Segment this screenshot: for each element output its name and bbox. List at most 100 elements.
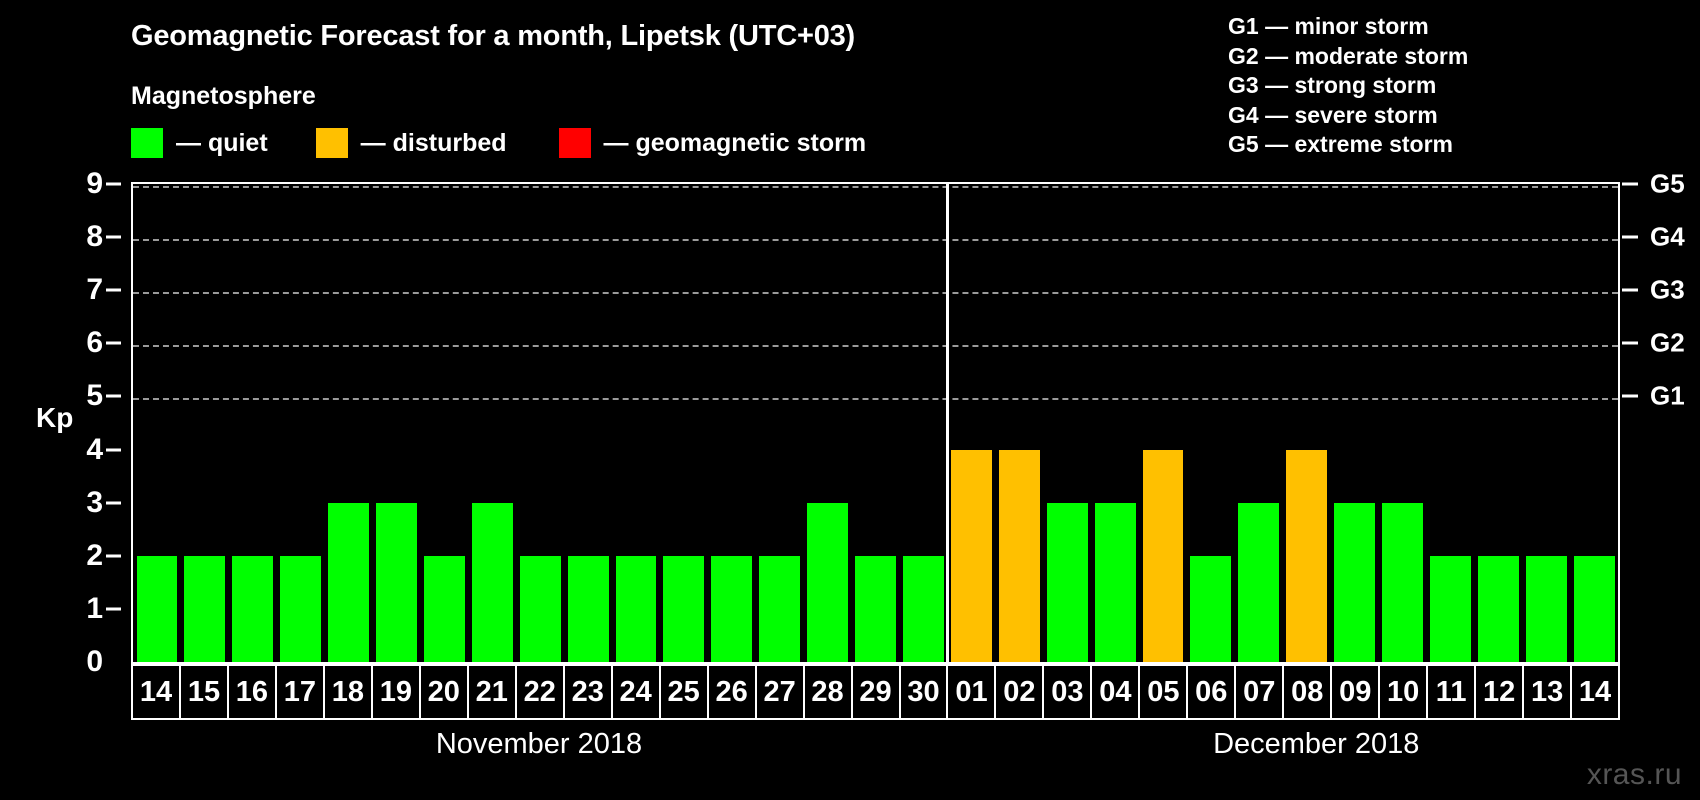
bar-series bbox=[133, 184, 1618, 662]
bar-cell[interactable] bbox=[708, 184, 756, 662]
bar-cell[interactable] bbox=[1570, 184, 1618, 662]
bar-cell[interactable] bbox=[1379, 184, 1427, 662]
legend-swatch-storm bbox=[558, 128, 591, 158]
bar-15[interactable] bbox=[184, 555, 226, 662]
legend-item-quiet: — quiet bbox=[131, 128, 268, 158]
day-label-27: 27 bbox=[754, 664, 805, 720]
bar-10[interactable] bbox=[1382, 502, 1423, 662]
bar-16[interactable] bbox=[232, 555, 274, 662]
bar-18[interactable] bbox=[328, 502, 370, 662]
bar-cell[interactable] bbox=[1522, 184, 1570, 662]
bar-29[interactable] bbox=[855, 555, 896, 662]
month-divider-line bbox=[946, 184, 950, 662]
bar-05[interactable] bbox=[1142, 449, 1184, 662]
day-label-23: 23 bbox=[562, 664, 613, 720]
bar-09[interactable] bbox=[1334, 502, 1376, 662]
y-tick-label-4: 4 bbox=[86, 432, 103, 466]
day-label-30: 30 bbox=[898, 664, 949, 720]
bar-cell[interactable] bbox=[804, 184, 852, 662]
bar-cell[interactable] bbox=[564, 184, 612, 662]
bar-cell[interactable] bbox=[1235, 184, 1283, 662]
bar-30[interactable] bbox=[903, 555, 944, 662]
bar-07[interactable] bbox=[1238, 502, 1280, 662]
y-tick-mark-3 bbox=[106, 501, 121, 505]
bar-28[interactable] bbox=[807, 502, 849, 662]
bar-27[interactable] bbox=[759, 555, 801, 662]
day-label-01: 01 bbox=[946, 664, 997, 720]
day-label-17: 17 bbox=[274, 664, 325, 720]
day-label-08: 08 bbox=[1282, 664, 1333, 720]
bar-19[interactable] bbox=[376, 502, 417, 662]
bar-cell[interactable] bbox=[852, 184, 900, 662]
bar-03[interactable] bbox=[1046, 502, 1088, 662]
g-scale-row-g5: G5 — extreme storm bbox=[1228, 131, 1453, 157]
page-title: Geomagnetic Forecast for a month, Lipets… bbox=[131, 20, 856, 52]
bar-cell[interactable] bbox=[1091, 184, 1139, 662]
bar-24[interactable] bbox=[615, 555, 657, 662]
y-tick-label-8: 8 bbox=[86, 220, 103, 254]
y-tick-label-2: 2 bbox=[86, 538, 103, 572]
bar-01[interactable] bbox=[950, 449, 992, 662]
bar-04[interactable] bbox=[1094, 502, 1136, 662]
bar-cell[interactable] bbox=[947, 184, 995, 662]
bar-cell[interactable] bbox=[1043, 184, 1091, 662]
bar-06[interactable] bbox=[1190, 555, 1232, 662]
bar-cell[interactable] bbox=[516, 184, 564, 662]
day-label-10: 10 bbox=[1378, 664, 1429, 720]
y-tick-label-5: 5 bbox=[86, 379, 103, 413]
bar-cell[interactable] bbox=[660, 184, 708, 662]
bar-cell[interactable] bbox=[229, 184, 277, 662]
day-label-15: 15 bbox=[178, 664, 229, 720]
bar-cell[interactable] bbox=[420, 184, 468, 662]
y-tick-mark-8 bbox=[106, 235, 121, 239]
bar-20[interactable] bbox=[423, 555, 465, 662]
g-scale-row-g4: G4 — severe storm bbox=[1228, 101, 1438, 128]
day-label-24: 24 bbox=[610, 664, 661, 720]
bar-cell[interactable] bbox=[756, 184, 804, 662]
bar-cell[interactable] bbox=[1426, 184, 1474, 662]
bar-cell[interactable] bbox=[995, 184, 1043, 662]
bar-cell[interactable] bbox=[612, 184, 660, 662]
y-tick-label-1: 1 bbox=[86, 591, 103, 625]
chart-gridlines bbox=[133, 184, 1618, 662]
bar-02[interactable] bbox=[998, 449, 1040, 662]
bar-cell[interactable] bbox=[1283, 184, 1331, 662]
gridline-kp-8 bbox=[133, 239, 1618, 242]
bar-cell[interactable] bbox=[325, 184, 373, 662]
day-label-22: 22 bbox=[514, 664, 565, 720]
legend: — quiet — disturbed — geomagnetic storm bbox=[131, 128, 866, 158]
bar-11[interactable] bbox=[1429, 555, 1471, 662]
bar-08[interactable] bbox=[1286, 449, 1328, 662]
bar-17[interactable] bbox=[280, 555, 322, 662]
y-tick-mark-4 bbox=[106, 448, 121, 452]
bar-cell[interactable] bbox=[1187, 184, 1235, 662]
bar-cell[interactable] bbox=[373, 184, 421, 662]
bar-cell[interactable] bbox=[1474, 184, 1522, 662]
day-label-12: 12 bbox=[1474, 664, 1525, 720]
bar-cell[interactable] bbox=[1331, 184, 1379, 662]
bar-23[interactable] bbox=[567, 555, 609, 662]
bar-14[interactable] bbox=[1573, 555, 1615, 662]
bar-25[interactable] bbox=[663, 555, 705, 662]
y-tick-label-0: 0 bbox=[86, 645, 103, 678]
legend-item-disturbed: — disturbed bbox=[315, 128, 507, 158]
bar-cell[interactable] bbox=[900, 184, 948, 662]
bar-14[interactable] bbox=[136, 555, 178, 662]
bar-26[interactable] bbox=[711, 555, 753, 662]
y-tick-label-6: 6 bbox=[86, 326, 103, 360]
bar-cell[interactable] bbox=[1139, 184, 1187, 662]
bar-cell[interactable] bbox=[277, 184, 325, 662]
bar-cell[interactable] bbox=[133, 184, 181, 662]
g-tick-mark-g1 bbox=[1622, 394, 1638, 398]
day-label-09: 09 bbox=[1330, 664, 1381, 720]
bar-13[interactable] bbox=[1525, 555, 1567, 662]
month-label: November 2018 bbox=[435, 728, 643, 760]
bar-cell[interactable] bbox=[468, 184, 516, 662]
day-label-18: 18 bbox=[322, 664, 373, 720]
gridline-kp-5 bbox=[133, 398, 1618, 401]
bar-22[interactable] bbox=[519, 555, 561, 662]
bar-21[interactable] bbox=[471, 502, 513, 662]
bar-12[interactable] bbox=[1477, 555, 1519, 662]
bar-cell[interactable] bbox=[181, 184, 229, 662]
g-tick-label-g3: G3 bbox=[1650, 274, 1685, 305]
